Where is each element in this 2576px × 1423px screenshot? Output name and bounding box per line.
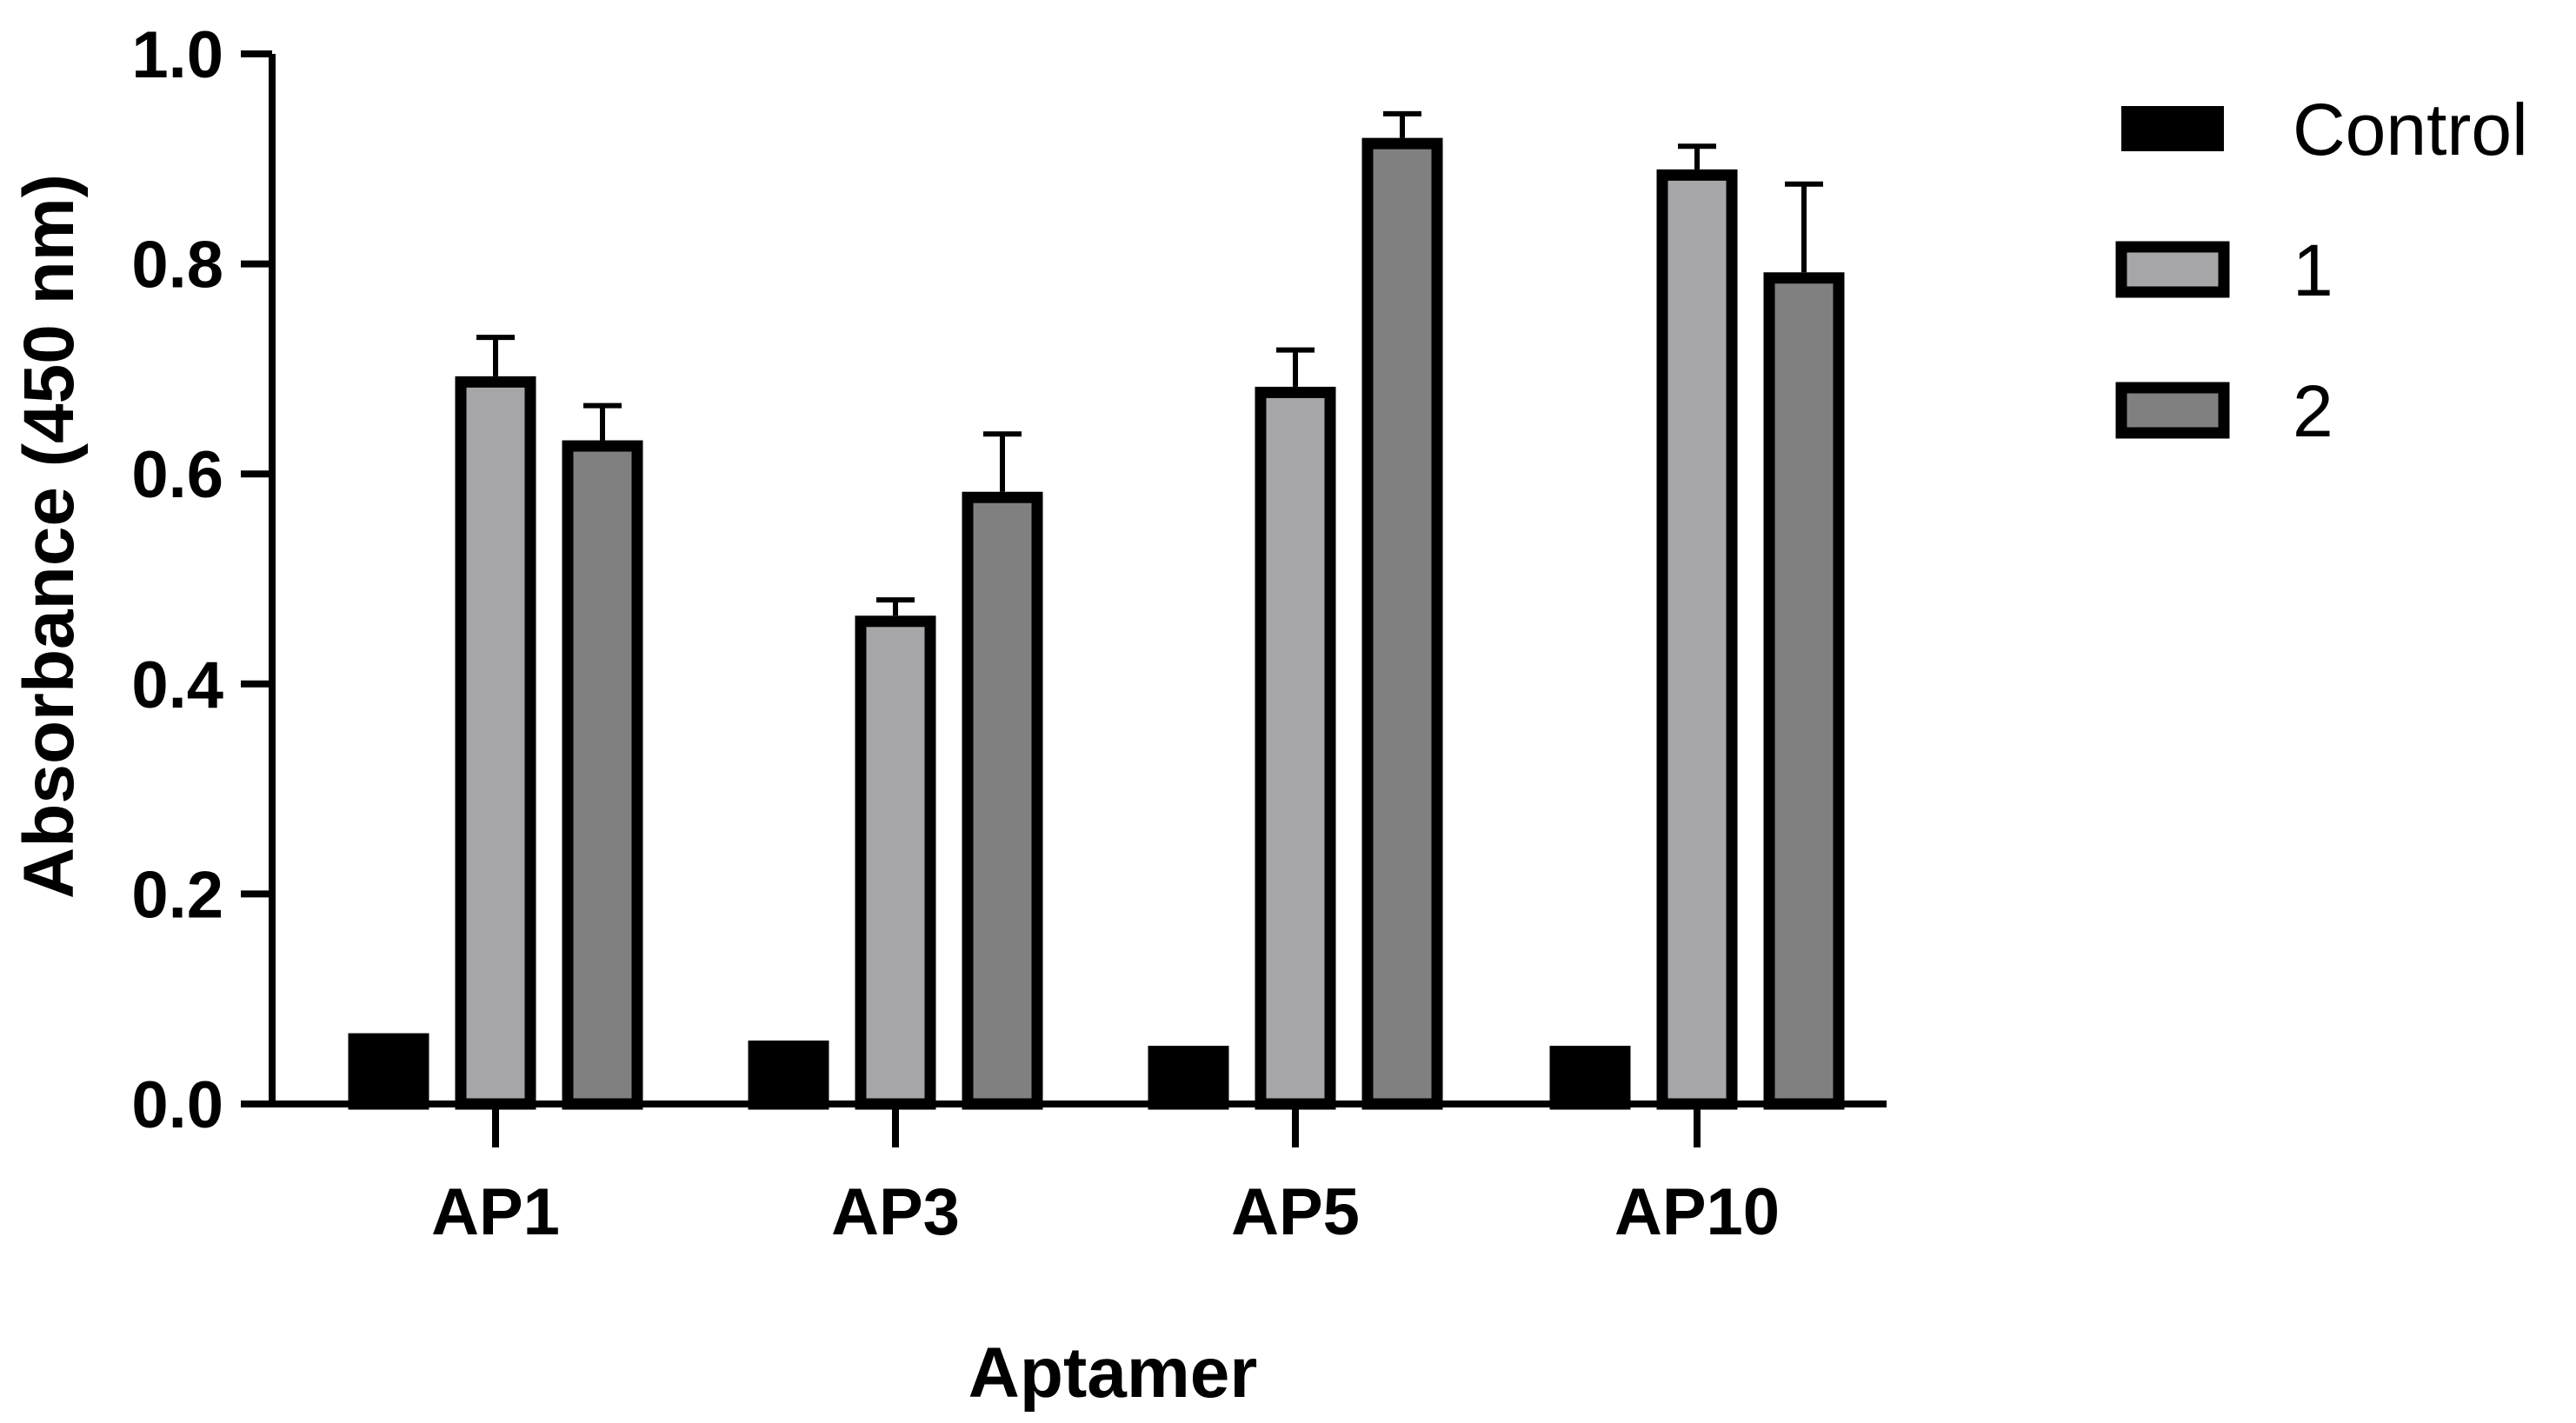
bar-ap10-series-1 xyxy=(1656,169,1738,1110)
x-axis-title: Aptamer xyxy=(968,1333,1258,1413)
y-tick-label: 0.6 xyxy=(131,438,223,512)
y-tick-label: 0.2 xyxy=(131,858,223,932)
y-tick-label: 1.0 xyxy=(131,18,223,92)
legend-label-control: Control xyxy=(2293,89,2528,170)
y-tick-label: 0.0 xyxy=(131,1068,223,1142)
x-tick-label-ap1: AP1 xyxy=(431,1175,560,1249)
y-tick-label: 0.8 xyxy=(131,229,223,303)
bar-ap10-series-2 xyxy=(1763,272,1845,1110)
x-tick-label-ap5: AP5 xyxy=(1231,1175,1360,1249)
bar-ap5-series-control xyxy=(1148,1046,1229,1110)
legend-swatch-2 xyxy=(2115,382,2230,439)
legend-label-1: 1 xyxy=(2293,229,2333,311)
legend-swatch-1 xyxy=(2115,241,2230,298)
axes-layer xyxy=(269,54,1887,1107)
bar-ap1-series-1 xyxy=(455,376,536,1110)
bar-ap1-series-2 xyxy=(562,440,643,1110)
x-ticks: AP1 AP3 AP5 AP10 xyxy=(431,1104,1780,1249)
x-tick-label-ap10: AP10 xyxy=(1614,1175,1780,1249)
legend-swatch-control xyxy=(2121,106,2224,151)
bar-ap10-series-control xyxy=(1549,1046,1631,1110)
bars-layer xyxy=(348,110,1845,1110)
legend: Control 1 2 xyxy=(2115,89,2528,452)
y-axis-title: Absorbance (450 nm) xyxy=(10,174,89,899)
legend-label-2: 2 xyxy=(2293,370,2333,452)
bar-ap5-series-1 xyxy=(1255,386,1336,1110)
bar-ap5-series-2 xyxy=(1361,137,1443,1110)
y-ticks: 0.0 0.2 0.4 0.6 0.8 1.0 xyxy=(131,18,272,1142)
x-tick-label-ap3: AP3 xyxy=(831,1175,960,1249)
bar-ap3-series-2 xyxy=(962,491,1043,1110)
bar-ap3-series-control xyxy=(748,1041,829,1110)
y-tick-label: 0.4 xyxy=(131,648,223,722)
bar-ap1-series-control xyxy=(348,1033,429,1110)
bar-ap3-series-1 xyxy=(855,615,936,1110)
